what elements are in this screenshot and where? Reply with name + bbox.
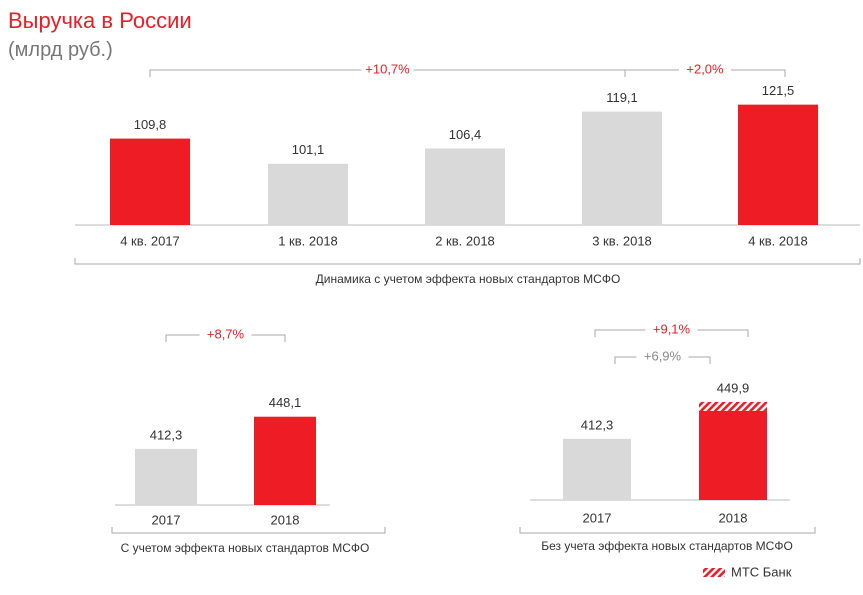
- caption-bracket: [111, 527, 386, 534]
- x-tick-label: 2017: [152, 512, 181, 527]
- bar: [582, 111, 662, 225]
- total-label: 449,9: [717, 380, 750, 395]
- x-tick-label: 2 кв. 2018: [435, 233, 495, 248]
- value-label: 101,1: [292, 142, 325, 157]
- total-label: 412,3: [581, 417, 614, 432]
- annotation: +6,9%: [644, 348, 682, 363]
- bar: [563, 438, 631, 500]
- bracket-gap: [636, 349, 689, 365]
- value-label: 106,4: [449, 127, 482, 142]
- x-tick-label: 1 кв. 2018: [278, 233, 338, 248]
- x-tick-label: 3 кв. 2018: [592, 233, 652, 248]
- bar: [254, 416, 316, 505]
- bracket-gap: [645, 322, 698, 338]
- annotation: +10,7%: [365, 61, 410, 76]
- bracket-gap: [199, 327, 252, 343]
- bracket-gap: [361, 62, 414, 78]
- caption-bracket: [74, 258, 861, 265]
- slide-title: Выручка в России: [8, 8, 192, 33]
- value-label: 448,1: [269, 395, 302, 410]
- bar: [135, 448, 197, 505]
- x-tick-label: 2018: [719, 510, 748, 525]
- caption: Динамика с учетом эффекта новых стандарт…: [316, 272, 621, 286]
- value-label: 109,8: [134, 117, 167, 132]
- value-label: 412,3: [150, 427, 183, 442]
- legend-swatch: [703, 568, 725, 577]
- bar: [738, 104, 818, 225]
- value-label: 121,5: [762, 83, 795, 98]
- bar-segment: [699, 401, 767, 411]
- bar: [110, 138, 190, 225]
- bar: [699, 410, 767, 500]
- x-tick-label: 2017: [583, 510, 612, 525]
- value-label: 119,1: [606, 90, 638, 105]
- annotation: +8,7%: [207, 326, 245, 341]
- annotation: +2,0%: [686, 61, 724, 76]
- caption-bracket: [519, 527, 816, 534]
- bar: [268, 163, 348, 225]
- legend-label: МТС Банк: [731, 564, 792, 579]
- annotation: +9,1%: [653, 321, 691, 336]
- bracket-gap: [679, 62, 731, 78]
- x-tick-label: 2018: [271, 512, 300, 527]
- caption: Без учета эффекта новых стандартов МСФО: [541, 539, 793, 553]
- caption: С учетом эффекта новых стандартов МСФО: [121, 541, 370, 555]
- x-tick-label: 4 кв. 2017: [120, 233, 180, 248]
- bar: [425, 148, 505, 225]
- slide-subtitle: (млрд руб.): [8, 39, 113, 61]
- x-tick-label: 4 кв. 2018: [748, 233, 808, 248]
